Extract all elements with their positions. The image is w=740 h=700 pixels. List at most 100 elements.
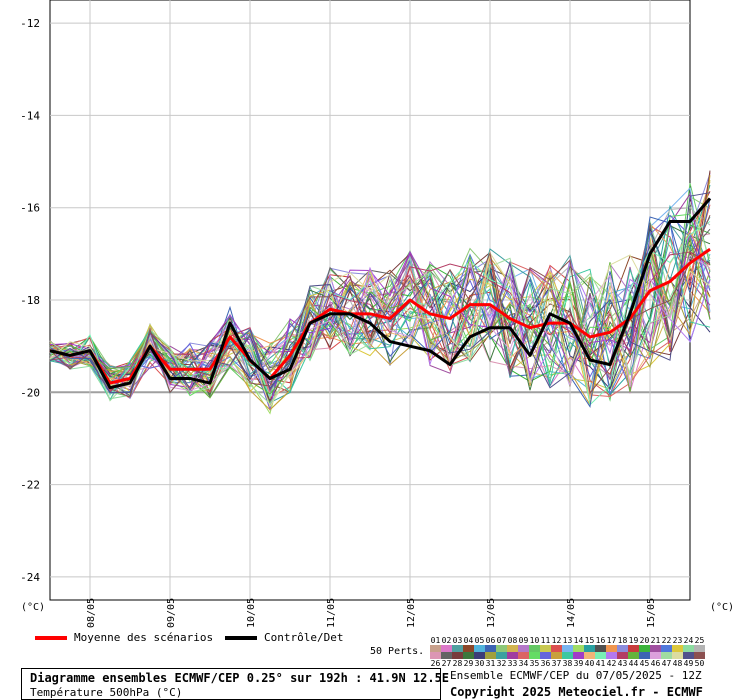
member-number: 02 bbox=[441, 636, 452, 645]
member-color-swatch bbox=[683, 645, 694, 652]
member-number: 29 bbox=[463, 659, 474, 668]
x-tick-label: 15/05 bbox=[646, 598, 657, 628]
member-line bbox=[49, 251, 711, 408]
legend-control-label: Contrôle/Det bbox=[264, 631, 344, 644]
member-number: 21 bbox=[650, 636, 661, 645]
member-number: 23 bbox=[672, 636, 683, 645]
member-color-swatch bbox=[672, 645, 683, 652]
x-tick-label: 11/05 bbox=[326, 598, 337, 628]
member-number: 34 bbox=[518, 659, 529, 668]
member-color-swatch bbox=[551, 652, 562, 659]
member-number: 40 bbox=[584, 659, 595, 668]
member-color-swatch bbox=[430, 645, 441, 652]
member-color-swatch bbox=[551, 645, 562, 652]
member-number: 19 bbox=[628, 636, 639, 645]
member-number: 09 bbox=[518, 636, 529, 645]
x-tick-label: 09/05 bbox=[166, 598, 177, 628]
member-color-swatch bbox=[452, 645, 463, 652]
ensemble-members bbox=[49, 170, 711, 415]
member-number: 50 bbox=[694, 659, 705, 668]
axes: -24 -22 -20 -18 -16 -14 -12 08/05 09/05 10/05 11/0… bbox=[20, 17, 657, 628]
member-color-swatch bbox=[606, 652, 617, 659]
member-color-swatch bbox=[485, 645, 496, 652]
member-color-swatch bbox=[694, 652, 705, 659]
y-tick-label: -24 bbox=[20, 571, 40, 584]
member-color-swatch bbox=[507, 652, 518, 659]
member-number: 30 bbox=[474, 659, 485, 668]
member-color-swatch bbox=[661, 652, 672, 659]
member-color-swatch bbox=[650, 645, 661, 652]
member-color-swatch bbox=[529, 645, 540, 652]
y-tick-label: -14 bbox=[20, 109, 40, 122]
x-tick-label: 13/05 bbox=[486, 598, 497, 628]
member-number: 01 bbox=[430, 636, 441, 645]
member-number: 10 bbox=[529, 636, 540, 645]
member-color-swatch bbox=[441, 652, 452, 659]
y-tick-label: -22 bbox=[20, 479, 40, 492]
legend-mean-swatch bbox=[35, 636, 67, 640]
member-number: 06 bbox=[485, 636, 496, 645]
member-number: 46 bbox=[650, 659, 661, 668]
member-number: 16 bbox=[595, 636, 606, 645]
member-number: 37 bbox=[551, 659, 562, 668]
member-line bbox=[49, 213, 711, 397]
member-number: 24 bbox=[683, 636, 694, 645]
member-number: 35 bbox=[529, 659, 540, 668]
member-number: 14 bbox=[573, 636, 584, 645]
member-number: 33 bbox=[507, 659, 518, 668]
member-color-swatch bbox=[584, 652, 595, 659]
member-color-swatch bbox=[584, 645, 595, 652]
member-color-swatch bbox=[683, 652, 694, 659]
member-color-swatch bbox=[639, 645, 650, 652]
member-line bbox=[49, 192, 711, 394]
member-number: 11 bbox=[540, 636, 551, 645]
member-color-swatch bbox=[529, 652, 540, 659]
member-color-swatch bbox=[463, 652, 474, 659]
member-line bbox=[49, 236, 711, 399]
y-unit-left: (°C) bbox=[21, 602, 45, 613]
member-number: 03 bbox=[452, 636, 463, 645]
member-number: 41 bbox=[595, 659, 606, 668]
member-color-swatch bbox=[628, 652, 639, 659]
member-color-swatch bbox=[441, 645, 452, 652]
y-tick-label: -12 bbox=[20, 17, 40, 30]
member-number: 28 bbox=[452, 659, 463, 668]
member-color-swatch bbox=[617, 645, 628, 652]
member-number: 48 bbox=[672, 659, 683, 668]
x-tick-label: 10/05 bbox=[246, 598, 257, 628]
member-color-swatch bbox=[617, 652, 628, 659]
member-number: 20 bbox=[639, 636, 650, 645]
y-tick-label: -20 bbox=[20, 386, 40, 399]
member-color-swatch bbox=[496, 645, 507, 652]
mean-line bbox=[49, 247, 711, 385]
member-color-swatch bbox=[606, 645, 617, 652]
legend-control-swatch bbox=[225, 636, 257, 640]
y-tick-label: -18 bbox=[20, 294, 40, 307]
member-color-swatch bbox=[452, 652, 463, 659]
member-number: 15 bbox=[584, 636, 595, 645]
member-number: 38 bbox=[562, 659, 573, 668]
member-color-swatch bbox=[694, 645, 705, 652]
member-number: 07 bbox=[496, 636, 507, 645]
member-color-swatch bbox=[573, 652, 584, 659]
member-number: 08 bbox=[507, 636, 518, 645]
member-number: 25 bbox=[694, 636, 705, 645]
member-color-swatch bbox=[540, 652, 551, 659]
member-color-swatch bbox=[474, 652, 485, 659]
member-color-swatch bbox=[496, 652, 507, 659]
member-number: 47 bbox=[661, 659, 672, 668]
member-swatches: 01 02 03 04 05 06 07 08 09 10 11 12 13 14 15 16 17 18 19 20… bbox=[430, 636, 706, 668]
member-color-swatch bbox=[650, 652, 661, 659]
member-color-swatch bbox=[639, 652, 650, 659]
member-number: 31 bbox=[485, 659, 496, 668]
member-number: 13 bbox=[562, 636, 573, 645]
member-colors-row1 bbox=[430, 645, 706, 652]
chart-title: Diagramme ensembles ECMWF/CEP 0.25° sur … bbox=[30, 671, 450, 685]
member-labels-row1: 01 02 03 04 05 06 07 08 09 10 11 12 13 14 15 16 17 18 19 20… bbox=[430, 636, 706, 645]
member-color-swatch bbox=[507, 645, 518, 652]
member-number: 17 bbox=[606, 636, 617, 645]
member-color-swatch bbox=[661, 645, 672, 652]
member-number: 12 bbox=[551, 636, 562, 645]
y-unit-right: (°C) bbox=[710, 602, 734, 613]
